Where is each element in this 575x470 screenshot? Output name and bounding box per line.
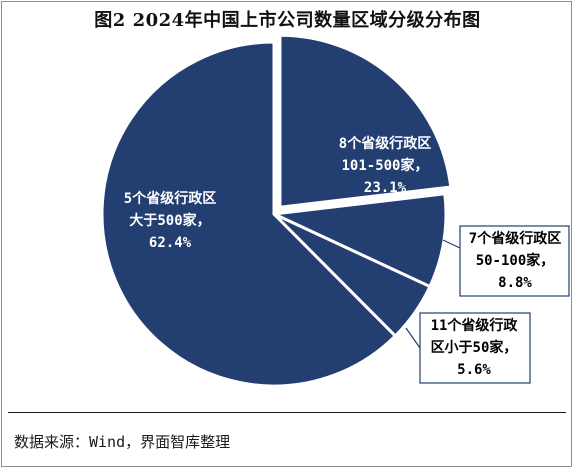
slice-label-4-line-1: 11个省级行政 (431, 317, 519, 334)
pie-slice-1 (100, 40, 397, 388)
leader-line-4 (405, 327, 421, 349)
slice-label-1-line-3: 62.4% (149, 235, 192, 251)
slice-label-2-line-1: 8个省级行政区 (339, 135, 431, 152)
slice-label-4-line-3: 5.6% (457, 362, 491, 378)
pie-slice-4 (272, 212, 432, 338)
slice-label-1-line-2: 大于500家， (129, 212, 210, 229)
slice-label-4-line-2: 区小于50家， (431, 339, 518, 356)
slice-label-3-line-2: 50-100家， (476, 252, 555, 269)
pie-slice-2 (278, 33, 453, 209)
slice-label-1-line-1: 5个省级行政区 (124, 190, 216, 207)
footer-rule (8, 412, 566, 413)
callout-box-3 (459, 225, 570, 297)
slice-label-2-line-2: 101-500家， (341, 157, 428, 174)
slice-label-3-line-3: 8.8% (498, 275, 532, 291)
callout-box-4 (419, 312, 531, 384)
leader-line-3 (442, 239, 461, 249)
pie-slice-3 (272, 192, 448, 289)
slice-label-3-line-1: 7个省级行政区 (469, 230, 561, 247)
slice-label-2-line-3: 23.1% (364, 180, 407, 196)
chart-title: 图2 2024年中国上市公司数量区域分级分布图 (94, 10, 481, 31)
source-note: 数据来源：Wind，界面智库整理 (14, 433, 231, 451)
